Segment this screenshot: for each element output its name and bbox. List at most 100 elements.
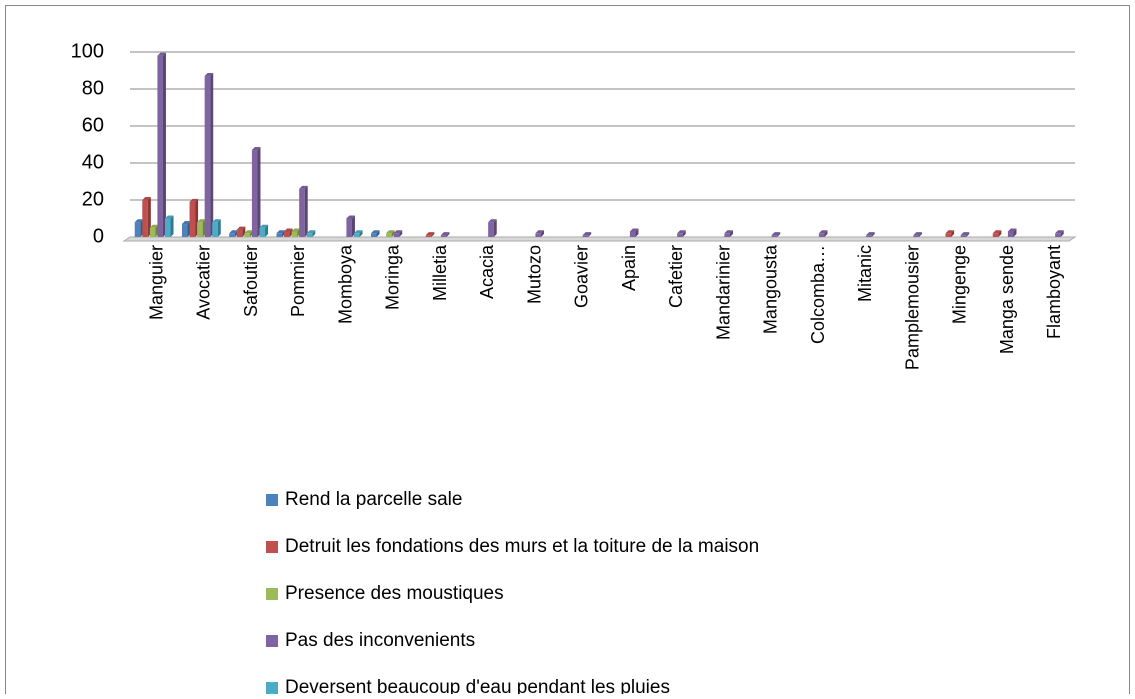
- x-tick-label: Acacia: [477, 244, 497, 299]
- bar-top: [251, 147, 261, 151]
- bar-side: [312, 230, 316, 237]
- bar-top: [244, 230, 253, 234]
- bar: [866, 235, 872, 237]
- bar-side: [391, 230, 395, 237]
- bar: [629, 231, 636, 237]
- legend-label: Rend la parcelle sale: [285, 489, 462, 510]
- bar: [197, 222, 203, 237]
- floor: [122, 236, 1077, 242]
- bar-side: [162, 52, 166, 238]
- bar: [818, 233, 825, 237]
- bar-side: [951, 230, 955, 237]
- bar-top: [204, 73, 214, 77]
- bar-top: [284, 228, 293, 232]
- legend-swatch: [266, 494, 278, 506]
- bar-top: [197, 219, 206, 223]
- bar-top: [259, 224, 269, 228]
- bar: [677, 233, 683, 237]
- bar: [771, 235, 778, 237]
- bar: [488, 222, 494, 237]
- bar-side: [170, 215, 174, 237]
- bar-top: [306, 230, 316, 234]
- bar-top: [386, 230, 395, 234]
- bar-side: [147, 197, 151, 237]
- bar-side: [493, 219, 497, 237]
- legend-label: Detruit les fondations des murs et la to…: [285, 536, 759, 557]
- bar: [1055, 233, 1061, 237]
- bar: [259, 227, 266, 237]
- bar: [393, 233, 400, 237]
- x-tick-label: Manga sende: [997, 245, 1017, 354]
- bar-top: [582, 232, 592, 236]
- bar: [276, 233, 283, 237]
- bar: [724, 233, 730, 237]
- bar-side: [998, 230, 1002, 237]
- x-tick-label: Pommier: [288, 245, 308, 317]
- bar-top: [181, 221, 191, 225]
- x-tick-label: Momboya: [335, 244, 355, 324]
- bar-top: [535, 230, 544, 234]
- bar-side: [729, 230, 733, 237]
- bar: [582, 235, 589, 237]
- bar-side: [431, 232, 435, 237]
- bar: [134, 222, 141, 237]
- bar: [299, 188, 305, 237]
- bar: [229, 233, 235, 237]
- bar-side: [351, 215, 355, 237]
- bar-top: [440, 232, 450, 236]
- bar-top: [488, 219, 497, 223]
- bar-top: [425, 232, 435, 236]
- bar-side: [1013, 228, 1017, 237]
- bar-top: [771, 232, 781, 236]
- bar-top: [299, 185, 308, 189]
- bar-side: [540, 230, 544, 237]
- x-tick-label: Mangousta: [761, 244, 781, 334]
- bar-top: [677, 230, 686, 234]
- bar-top: [945, 230, 955, 234]
- bar: [353, 233, 360, 237]
- bar-side: [210, 73, 214, 237]
- bar-side: [257, 147, 261, 237]
- bar-side: [399, 230, 403, 237]
- bar: [913, 235, 919, 237]
- x-tick-label: Manguier: [146, 245, 166, 320]
- legend-swatch: [266, 635, 278, 647]
- bar: [142, 200, 148, 237]
- bar-top: [164, 215, 174, 219]
- bar-top: [189, 198, 199, 202]
- legend-swatch: [266, 541, 278, 553]
- bar-top: [393, 230, 403, 234]
- bar-side: [871, 232, 875, 237]
- bar-top: [629, 228, 639, 232]
- bar-top: [291, 228, 301, 232]
- bar: [1007, 231, 1014, 237]
- legend-swatch: [266, 588, 278, 600]
- y-tick-label: 80: [82, 77, 104, 99]
- bar-side: [777, 232, 781, 237]
- bar-side: [824, 230, 828, 237]
- x-tick-label: Colcomba…: [808, 245, 828, 344]
- bar-side: [918, 232, 922, 237]
- x-tick-label: Flamboyant: [1044, 245, 1064, 339]
- bar: [945, 233, 952, 237]
- bar-top: [134, 219, 144, 223]
- bar-side: [635, 228, 639, 237]
- bar-side: [446, 232, 450, 237]
- bar-side: [359, 230, 363, 237]
- x-tick-label: Goavier: [572, 245, 592, 308]
- bar-top: [346, 215, 355, 219]
- bar-top: [913, 232, 922, 236]
- bar-side: [304, 185, 308, 237]
- bar: [251, 150, 258, 237]
- legend-label: Presence des moustiques: [285, 583, 504, 604]
- legend-label: Deversent beaucoup d'eau pendant les plu…: [285, 677, 670, 694]
- x-tick-label: Milletia: [430, 244, 450, 301]
- bar: [212, 222, 218, 237]
- x-tick-label: Pamplemousier: [902, 245, 922, 370]
- x-tick-label: Avocatier: [194, 245, 214, 320]
- bar-side: [265, 224, 269, 237]
- bar: [291, 231, 298, 237]
- bar-top: [353, 230, 363, 234]
- bar-top: [142, 197, 151, 200]
